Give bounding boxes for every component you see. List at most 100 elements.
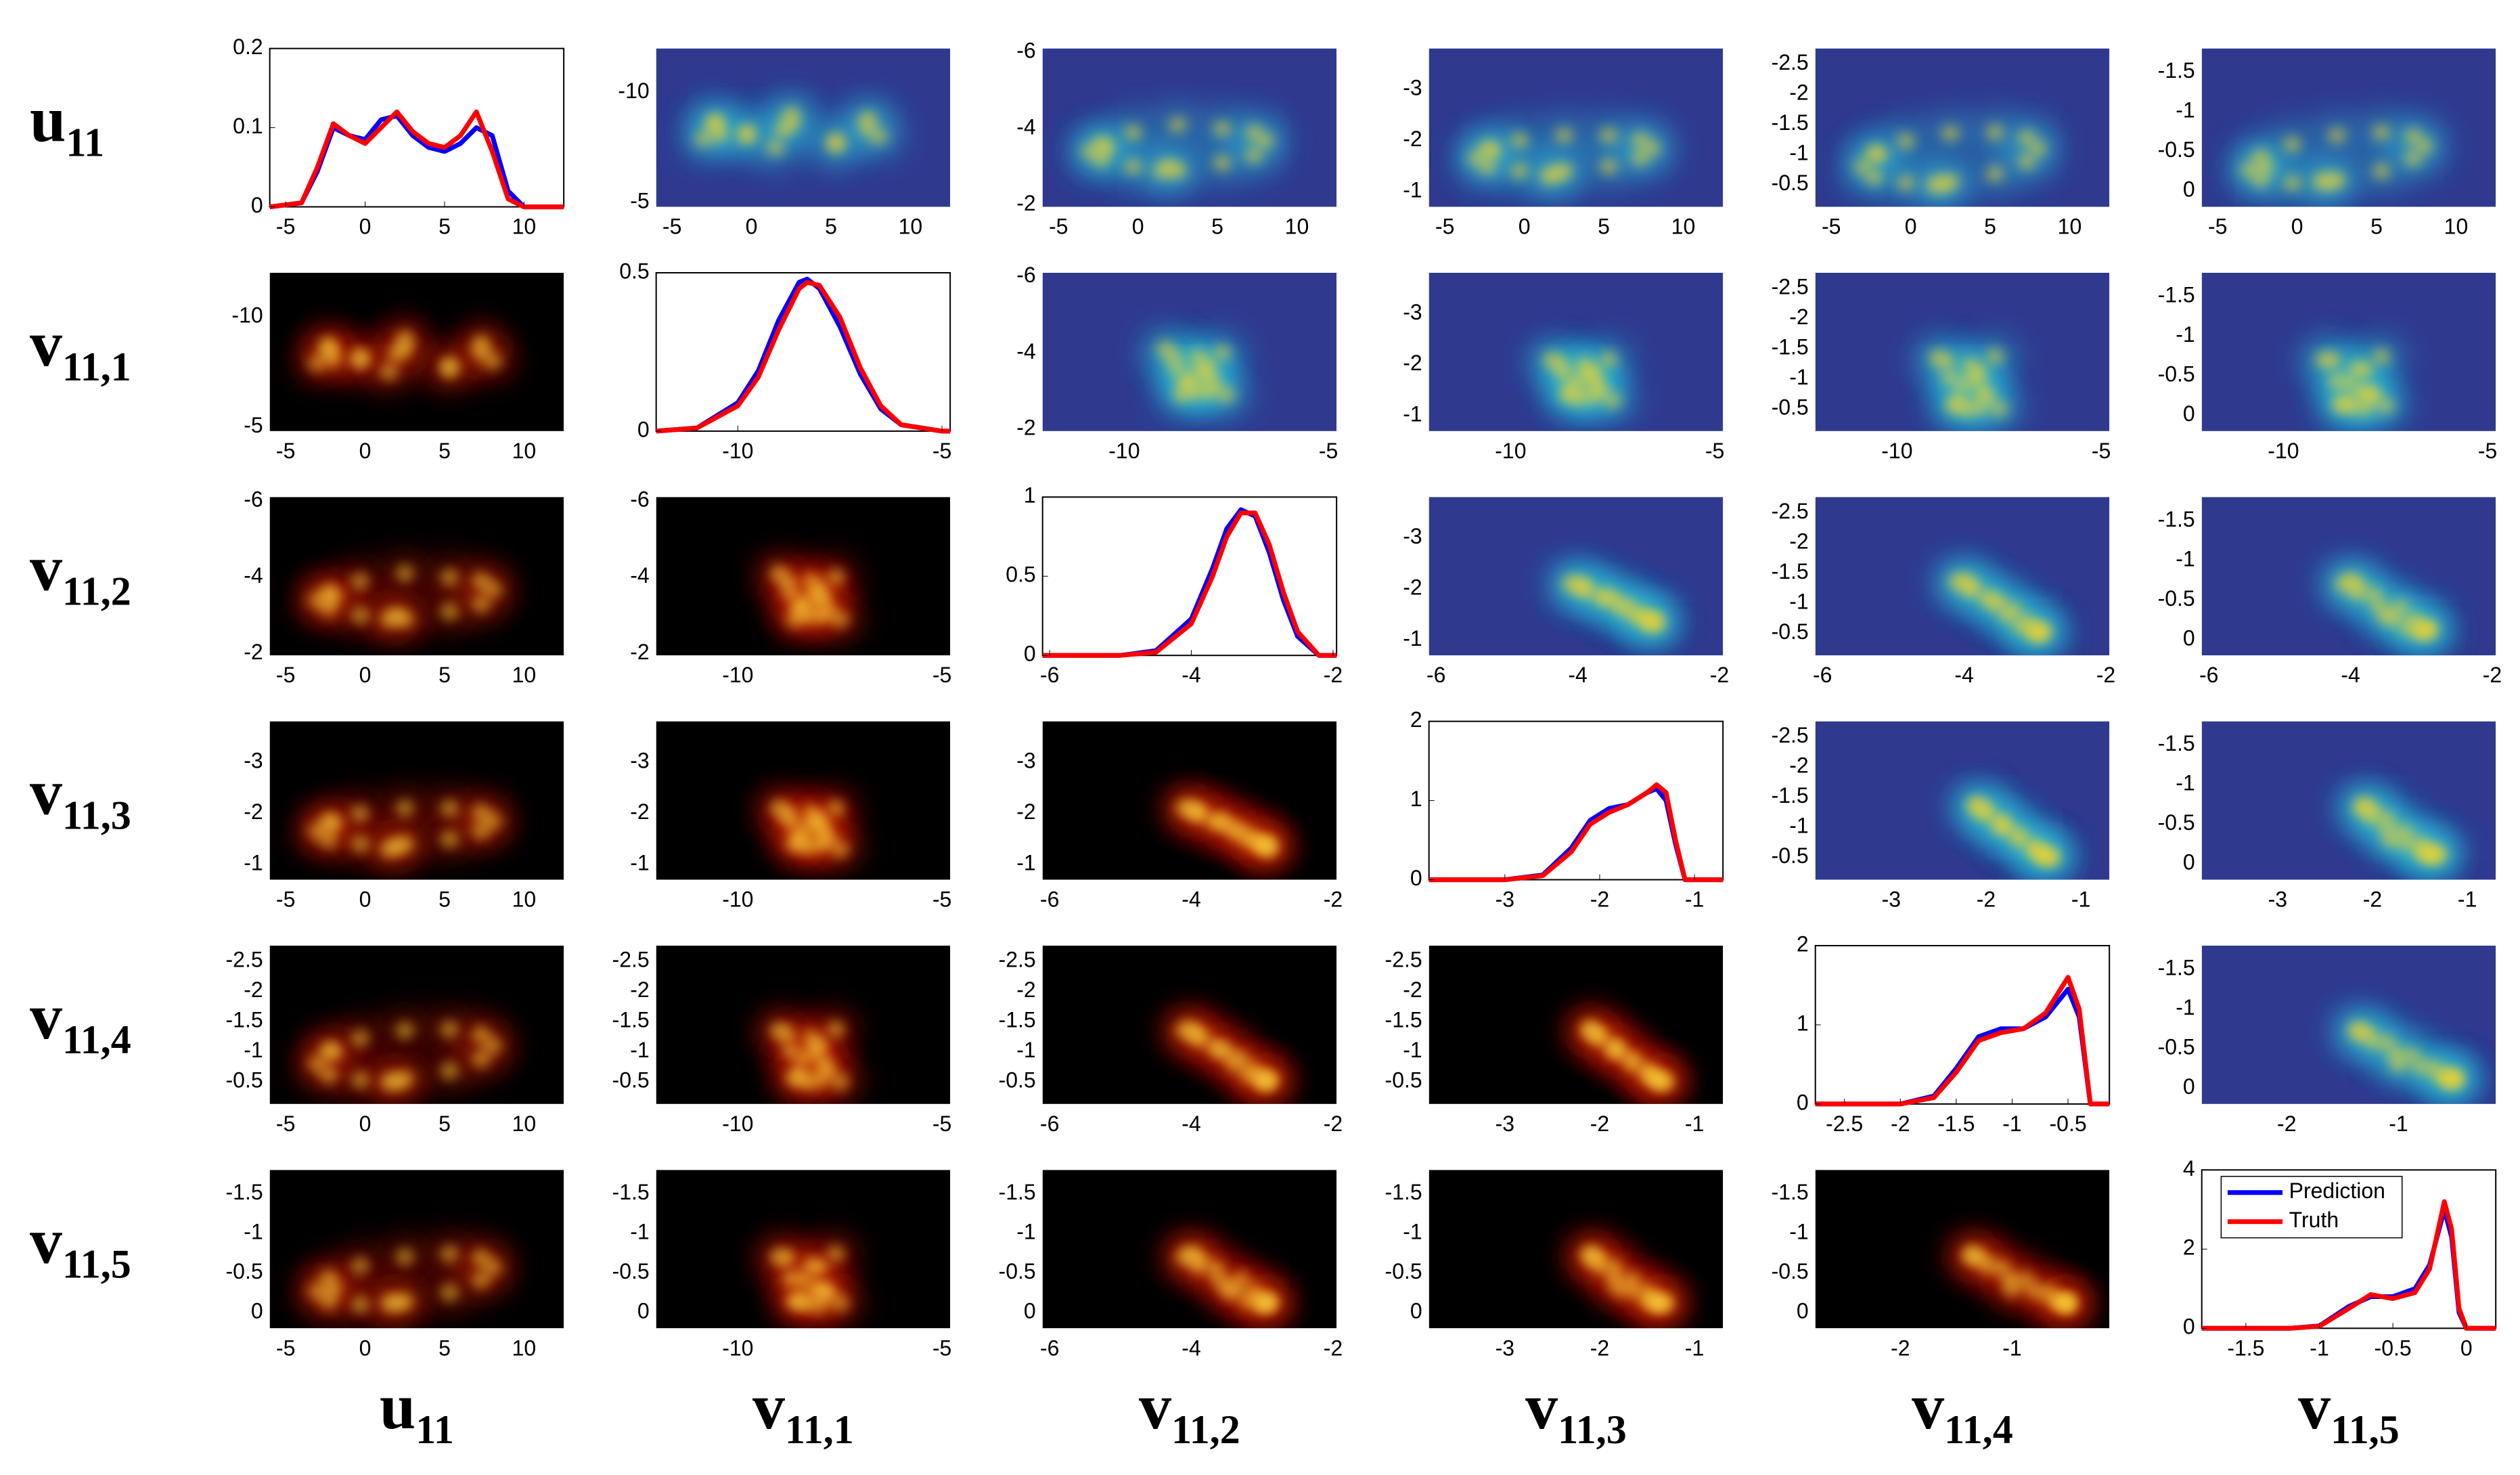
y-tick-label: -3	[1403, 300, 1422, 324]
x-tick-label: -2	[1590, 887, 1609, 912]
density-core	[2018, 129, 2036, 146]
y-tick-label: 4	[2183, 1156, 2195, 1181]
density-core	[819, 1063, 837, 1079]
density-core	[2430, 846, 2448, 862]
x-tick-label: -2	[1590, 1336, 1609, 1360]
y-tick-label: -2	[1403, 351, 1422, 375]
density-core	[2044, 849, 2062, 866]
density-core	[2365, 1033, 2383, 1050]
density-core	[802, 1258, 821, 1274]
x-tick-label: -10	[722, 1336, 753, 1360]
density-core	[1929, 349, 1947, 366]
density-core	[2377, 608, 2395, 624]
heatmap	[1428, 48, 1724, 207]
y-tick-label: -2	[630, 977, 649, 1002]
density-core	[319, 1292, 338, 1309]
density-core	[2347, 360, 2366, 377]
density-core	[1609, 1281, 1628, 1297]
y-tick-label: -2	[1016, 416, 1035, 440]
density-core	[798, 1074, 816, 1090]
heatmap	[269, 721, 564, 880]
density-core	[472, 1272, 491, 1288]
density-core	[819, 603, 837, 620]
heatmap	[1428, 272, 1724, 431]
variable-base: v	[2298, 1370, 2331, 1443]
x-tick-label: -5	[2092, 439, 2111, 463]
density-core	[319, 1066, 338, 1083]
y-tick-label: 1	[1410, 787, 1422, 811]
x-tick-label: 10	[1671, 215, 1696, 239]
density-panel: -10 -5 0 0.5	[619, 259, 951, 462]
y-tick-label: -0.5	[2158, 1034, 2195, 1059]
density-core	[1657, 1295, 1675, 1311]
x-tick-label: -6	[1813, 663, 1832, 687]
density-core	[351, 836, 369, 852]
y-tick-label: -0.5	[999, 1067, 1036, 1092]
x-tick-label: 5	[438, 887, 451, 912]
x-tick-label: -2	[2277, 1111, 2296, 1136]
density-core	[1097, 139, 1115, 156]
variable-label: v11,4	[1912, 1370, 2013, 1452]
variable-base: v	[30, 1204, 62, 1277]
y-tick-label: -2.5	[1385, 948, 1422, 972]
y-tick-label: -0.5	[1772, 619, 1809, 644]
density-core	[351, 805, 369, 822]
heatmap-panel: -3 -2 -1 -2.5 -2 -1.5 -1 -0.5	[1772, 721, 2110, 912]
heatmap-panel: -10 -5 -2.5 -2 -1.5 -1 -0.5	[1772, 272, 2111, 463]
density-core	[1213, 345, 1232, 361]
density-core	[2372, 124, 2391, 141]
x-tick-label: 5	[438, 215, 451, 239]
density-core	[1192, 364, 1211, 380]
heatmap	[2201, 497, 2496, 656]
density-core	[1962, 581, 1981, 598]
y-tick-label: -1.5	[999, 1008, 1036, 1032]
heatmap	[1042, 945, 1337, 1104]
density-core	[1966, 370, 1984, 387]
plot-area	[655, 271, 951, 432]
density-core	[2377, 397, 2395, 414]
y-tick-label: -1.5	[226, 1180, 263, 1204]
x-tick-label: 5	[1598, 215, 1610, 239]
y-tick-label: -0.5	[1772, 843, 1809, 868]
y-tick-label: 0	[1410, 1298, 1422, 1323]
density-core	[309, 1055, 327, 1072]
heatmap	[656, 721, 951, 880]
density-core	[472, 1250, 491, 1266]
y-tick-label: -1	[244, 850, 263, 875]
y-tick-label: -2	[1016, 799, 1035, 824]
density-core	[2003, 1281, 2021, 1297]
density-core	[1870, 146, 1888, 162]
density-core	[2241, 161, 2259, 178]
density-core	[1575, 581, 1594, 597]
density-core	[309, 1283, 327, 1299]
x-tick-label: 0	[1905, 215, 1917, 239]
y-tick-label: -2.5	[226, 948, 263, 972]
density-core	[441, 1246, 459, 1262]
y-tick-label: -1.5	[1385, 1008, 1422, 1032]
density-core	[2419, 622, 2437, 638]
y-tick-label: -2	[244, 977, 263, 1002]
density-core	[472, 344, 491, 360]
density-core	[858, 119, 877, 136]
x-tick-label: -10	[2268, 439, 2299, 463]
x-tick-label: 5	[438, 439, 451, 463]
heatmap	[1428, 1170, 1724, 1329]
density-core	[2315, 351, 2333, 368]
x-tick-label: -1.5	[2227, 1336, 2264, 1360]
x-tick-label: -10	[1495, 439, 1526, 463]
variable-label: u11	[30, 83, 104, 165]
x-tick-label: 10	[512, 1111, 537, 1136]
heatmap-panel: -6 -4 -2 -1.5 -1 -0.5 0	[2158, 497, 2502, 687]
heatmap	[269, 945, 564, 1104]
x-tick-label: -10	[722, 663, 753, 687]
density-core	[782, 1042, 800, 1059]
density-core	[798, 838, 816, 855]
heatmap-panel: -6 -4 -2 -2.5 -2 -1.5 -1 -0.5	[1772, 497, 2115, 687]
x-tick-label: -6	[2199, 663, 2218, 687]
x-tick-label: -2	[2483, 663, 2502, 687]
heatmap	[269, 272, 564, 431]
density-core	[1623, 1272, 1641, 1288]
variable-subscript: 11,2	[62, 569, 131, 613]
heatmap-panel: -10 -5 -1.5 -1 -0.5 0	[612, 1170, 951, 1360]
